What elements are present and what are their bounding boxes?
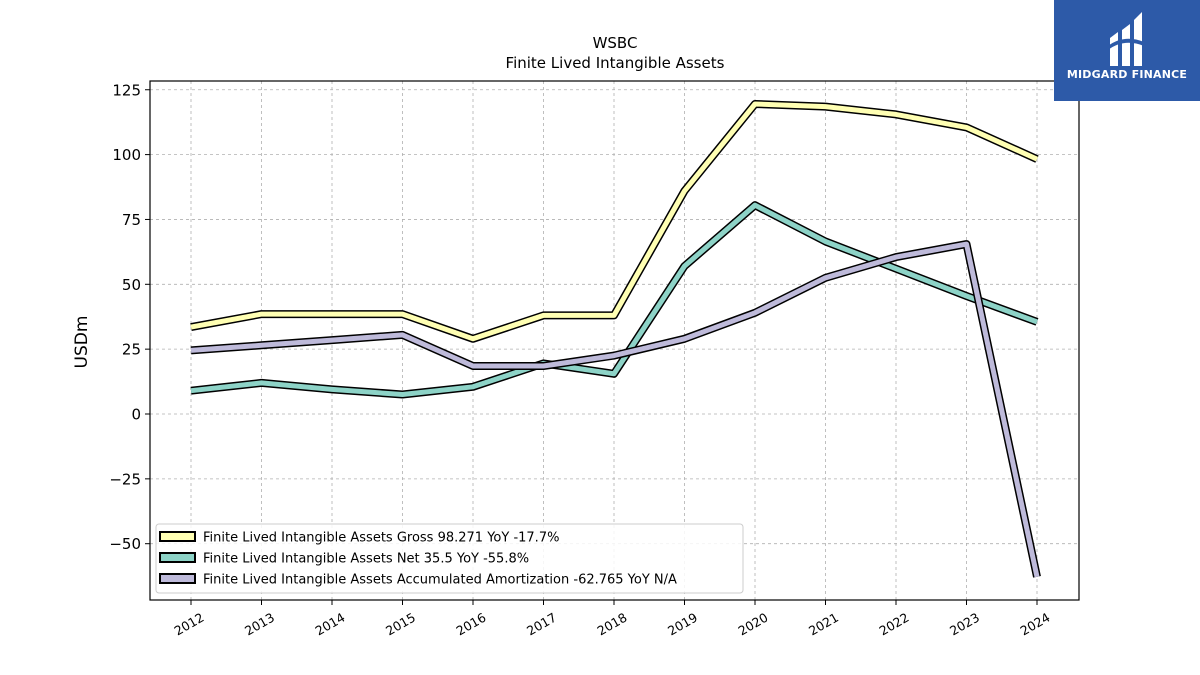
series-line: [190, 241, 1040, 578]
y-axis-ticks: 125 100 75 50 25 0 −25 −50: [109, 81, 150, 553]
x-tick-label: 2024: [1017, 610, 1052, 639]
legend-box: [155, 523, 744, 594]
legend-label: Finite Lived Intangible Assets Accumulat…: [203, 573, 677, 588]
chart-subtitle: Finite Lived Intangible Assets: [506, 54, 725, 72]
x-tick-label: 2022: [876, 610, 911, 639]
y-tick-label: 0: [131, 406, 141, 424]
series-finite-lived-intangible-assets-accumulated-amortization: [190, 240, 1041, 578]
series-finite-lived-intangible-assets-net: [190, 201, 1039, 399]
grid: [150, 81, 1079, 600]
x-tick-label: 2014: [312, 610, 347, 639]
y-tick-label: 100: [112, 146, 141, 164]
legend-label: Finite Lived Intangible Assets Net 35.5 …: [203, 552, 529, 567]
x-tick-label: 2018: [594, 610, 629, 639]
legend-swatch: [159, 573, 196, 584]
y-tick-label: −50: [109, 535, 141, 553]
x-tick-label: 2015: [383, 610, 418, 639]
brand-logo: MIDGARD FINANCE: [1054, 0, 1200, 101]
series-line: [190, 101, 1039, 342]
y-tick-label: 75: [122, 211, 141, 229]
x-tick-label: 2023: [947, 610, 982, 639]
legend: Finite Lived Intangible Assets Gross 98.…: [155, 523, 744, 594]
series-line: [190, 202, 1038, 397]
legend-swatch: [159, 531, 196, 542]
logo-text: MIDGARD FINANCE: [1066, 68, 1188, 81]
x-tick-label: 2017: [524, 610, 559, 639]
x-axis-ticks: 2012 2013 2014 2015 2016 2017 2018 2019 2020 2021…: [171, 600, 1053, 639]
x-tick-label: 2012: [171, 610, 206, 639]
y-tick-label: 50: [122, 276, 141, 294]
chart-title: WSBC: [593, 34, 638, 52]
x-tick-label: 2013: [242, 610, 277, 639]
x-tick-label: 2021: [806, 610, 841, 639]
x-tick-label: 2019: [665, 610, 700, 639]
series-finite-lived-intangible-assets-gross: [190, 100, 1039, 343]
y-tick-label: 125: [112, 81, 141, 99]
legend-label: Finite Lived Intangible Assets Gross 98.…: [203, 531, 559, 546]
logo-mark-icon: [1108, 12, 1144, 66]
y-axis-label: USDm: [72, 316, 92, 369]
y-tick-label: −25: [109, 470, 141, 488]
y-tick-label: 25: [122, 341, 141, 359]
x-tick-label: 2016: [453, 610, 488, 639]
series-lines: [190, 100, 1041, 578]
legend-swatch: [159, 552, 196, 563]
x-tick-label: 2020: [735, 610, 770, 639]
